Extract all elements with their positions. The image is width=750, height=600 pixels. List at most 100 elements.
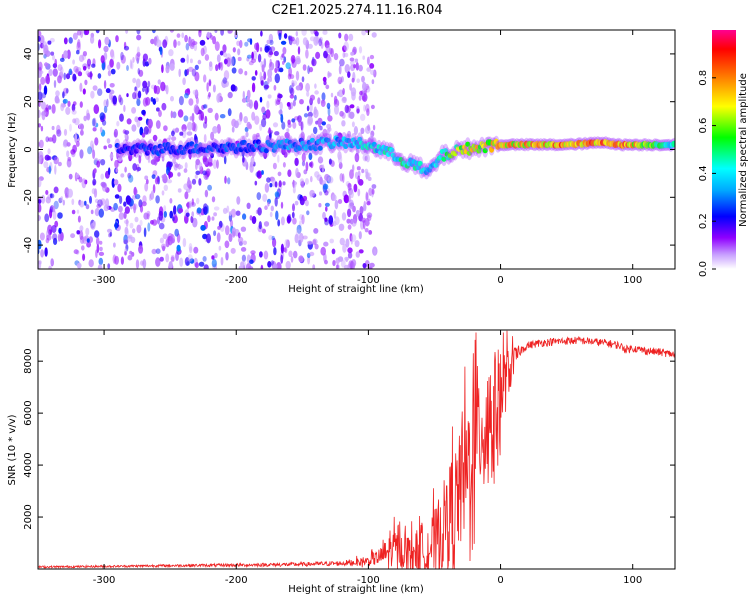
- noise-blob: [222, 52, 227, 58]
- noise-blob: [109, 231, 113, 237]
- noise-blob: [100, 173, 104, 180]
- noise-blob: [118, 94, 122, 103]
- noise-blob: [324, 217, 328, 222]
- noise-blob: [77, 39, 81, 48]
- noise-blob: [273, 50, 279, 57]
- noise-blob: [38, 36, 41, 42]
- noise-blob: [126, 65, 129, 71]
- noise-blob: [322, 183, 329, 190]
- noise-blob: [170, 256, 175, 263]
- noise-blob: [362, 219, 366, 230]
- noise-blob: [354, 240, 360, 248]
- noise-blob: [266, 100, 270, 109]
- noise-blob: [70, 233, 76, 239]
- noise-blob: [147, 153, 151, 164]
- noise-blob: [51, 125, 55, 131]
- noise-blob: [350, 234, 357, 243]
- noise-blob: [186, 261, 191, 266]
- noise-blob: [71, 198, 75, 205]
- noise-blob: [38, 100, 41, 107]
- noise-blob: [255, 171, 261, 178]
- noise-blob: [106, 98, 109, 108]
- noise-blob: [100, 159, 106, 166]
- noise-blob: [186, 54, 189, 64]
- noise-blob: [52, 205, 56, 213]
- noise-blob: [214, 41, 220, 52]
- noise-blob: [251, 76, 256, 81]
- noise-blob: [357, 188, 361, 197]
- noise-blob: [285, 62, 291, 70]
- noise-blob: [360, 127, 365, 134]
- noise-blob: [170, 254, 175, 262]
- noise-blob: [280, 113, 284, 123]
- noise-blob: [84, 200, 87, 206]
- noise-blob: [299, 232, 304, 243]
- noise-blob: [118, 212, 125, 220]
- noise-blob: [313, 106, 317, 115]
- noise-blob: [198, 261, 205, 267]
- noise-blob: [163, 205, 167, 212]
- noise-blob: [133, 186, 137, 196]
- noise-blob: [291, 211, 295, 219]
- noise-blob: [151, 219, 158, 226]
- noise-blob: [343, 41, 349, 52]
- noise-blob: [155, 257, 161, 267]
- noise-blob: [269, 76, 272, 83]
- noise-blob: [359, 206, 364, 215]
- noise-blob: [189, 58, 193, 64]
- noise-blob: [306, 91, 310, 97]
- ridge-cell: [165, 142, 171, 148]
- noise-blob: [103, 145, 107, 150]
- noise-blob: [156, 107, 160, 112]
- noise-blob: [263, 71, 267, 81]
- noise-blob: [274, 181, 278, 188]
- noise-blob: [57, 75, 62, 84]
- noise-blob: [123, 104, 126, 113]
- noise-blob: [309, 94, 315, 101]
- noise-blob: [347, 252, 353, 259]
- noise-blob: [80, 123, 84, 131]
- noise-blob: [118, 205, 123, 213]
- noise-blob: [159, 237, 164, 244]
- y-tick-label: -40: [23, 237, 34, 253]
- noise-blob: [310, 161, 314, 169]
- noise-blob: [208, 92, 211, 98]
- noise-blob: [60, 196, 63, 202]
- noise-blob: [198, 178, 202, 186]
- noise-blob: [248, 266, 254, 269]
- noise-blob: [57, 212, 63, 219]
- noise-blob: [82, 51, 87, 57]
- noise-blob: [342, 51, 346, 59]
- noise-blob: [350, 51, 355, 56]
- noise-blob: [212, 159, 217, 169]
- snr-panel: -300 -200 -100 0 100 2000 4000 6000 8000 Height…: [7, 329, 676, 595]
- noise-blob: [76, 262, 82, 269]
- noise-blob: [261, 64, 265, 73]
- noise-blob: [150, 190, 154, 200]
- noise-blob: [345, 181, 351, 187]
- noise-blob: [333, 209, 337, 219]
- noise-blob: [277, 154, 280, 163]
- noise-blob: [240, 247, 247, 252]
- noise-blob: [75, 172, 80, 179]
- y-tick-label: 2000: [23, 504, 34, 529]
- noise-blob: [287, 213, 291, 220]
- ridge-cell: [416, 164, 422, 171]
- noise-blob: [223, 70, 230, 80]
- noise-blob: [86, 58, 92, 67]
- noise-blob: [307, 43, 313, 49]
- noise-blob: [317, 156, 324, 164]
- noise-blob: [38, 30, 42, 37]
- noise-blob: [94, 137, 99, 146]
- noise-blob: [62, 199, 65, 206]
- noise-blob: [39, 35, 45, 45]
- colorbar-tick-label: 0.2: [698, 213, 709, 229]
- noise-blob: [215, 64, 219, 72]
- snr-x-label: Height of straight line (km): [288, 584, 424, 595]
- noise-blob: [211, 255, 215, 260]
- noise-blob: [170, 110, 173, 119]
- noise-blob: [237, 236, 244, 244]
- noise-blob: [295, 31, 298, 37]
